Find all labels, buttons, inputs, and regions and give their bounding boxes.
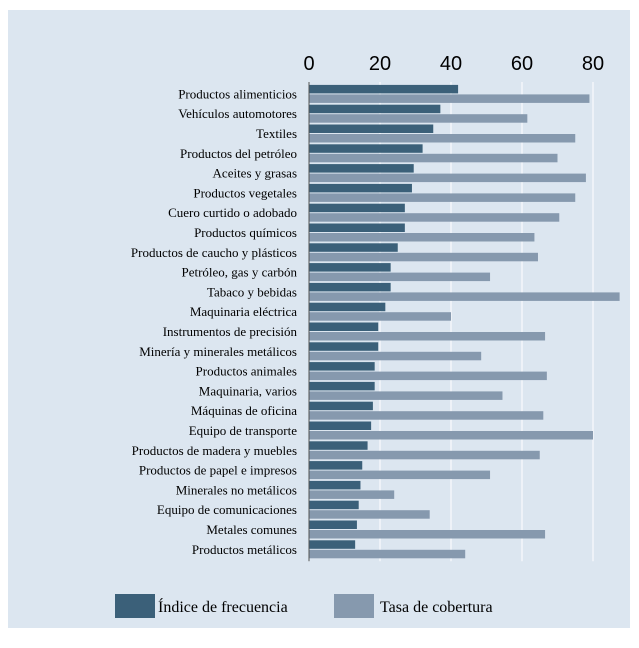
- bar-tasa-cobertura: [309, 450, 540, 460]
- bar-indice-frecuencia: [309, 144, 423, 153]
- bar-tasa-cobertura: [309, 173, 586, 183]
- category-label: Textiles: [256, 126, 297, 141]
- category-label: Minerales no metálicos: [176, 482, 297, 497]
- bar-tasa-cobertura: [309, 371, 547, 381]
- bar-indice-frecuencia: [309, 84, 459, 94]
- bar-tasa-cobertura: [309, 134, 576, 143]
- legend-label-indice-frecuencia: Índice de frecuencia: [158, 597, 288, 616]
- bar-indice-frecuencia: [309, 243, 398, 252]
- category-label: Maquinaria eléctrica: [190, 304, 297, 319]
- bar-tasa-cobertura: [309, 470, 491, 480]
- bar-indice-frecuencia: [309, 401, 373, 411]
- bar-indice-frecuencia: [309, 302, 386, 312]
- bar-indice-frecuencia: [309, 362, 375, 371]
- bar-tasa-cobertura: [309, 530, 546, 539]
- bar-indice-frecuencia: [309, 520, 357, 529]
- category-label: Minería y minerales metálicos: [139, 344, 297, 359]
- bar-indice-frecuencia: [309, 183, 412, 193]
- bar-tasa-cobertura: [309, 431, 593, 440]
- category-label: Instrumentos de precisión: [163, 324, 298, 339]
- x-tick-label-2: 40: [440, 53, 462, 75]
- bar-indice-frecuencia: [309, 381, 375, 391]
- category-label: Productos de papel e impresos: [139, 463, 297, 478]
- category-label: Aceites y grasas: [213, 166, 297, 181]
- bar-tasa-cobertura: [309, 490, 395, 499]
- x-tick-label-0: 0: [303, 53, 314, 75]
- bar-indice-frecuencia: [309, 421, 372, 430]
- category-label: Equipo de comunicaciones: [157, 502, 297, 517]
- category-label: Vehículos automotores: [178, 106, 297, 121]
- bar-indice-frecuencia: [309, 223, 405, 232]
- category-label: Metales comunes: [206, 522, 297, 537]
- bar-indice-frecuencia: [309, 282, 391, 292]
- bar-tasa-cobertura: [309, 193, 576, 202]
- bar-tasa-cobertura: [309, 153, 558, 163]
- bar-indice-frecuencia: [309, 263, 391, 272]
- bar-indice-frecuencia: [309, 461, 363, 470]
- bar-tasa-cobertura: [309, 549, 466, 559]
- category-label: Productos de caucho y plásticos: [131, 245, 297, 260]
- bar-tasa-cobertura: [309, 312, 451, 321]
- bar-indice-frecuencia: [309, 540, 356, 549]
- category-label: Productos alimenticios: [178, 86, 297, 101]
- bar-tasa-cobertura: [309, 272, 491, 282]
- bar-tasa-cobertura: [309, 292, 620, 301]
- bar-tasa-cobertura: [309, 351, 482, 361]
- category-label: Máquinas de oficina: [191, 403, 297, 418]
- category-label: Productos vegetales: [193, 185, 297, 200]
- category-label: Productos químicos: [194, 225, 297, 240]
- category-label: Cuero curtido o adobado: [168, 205, 297, 220]
- bar-indice-frecuencia: [309, 104, 441, 114]
- category-label: Maquinaria, varios: [199, 383, 297, 398]
- category-label: Productos de madera y muebles: [132, 443, 297, 458]
- x-tick-label-1: 20: [369, 53, 391, 75]
- bar-tasa-cobertura: [309, 213, 560, 222]
- bar-tasa-cobertura: [309, 332, 546, 341]
- legend-swatch-tasa-cobertura: [334, 594, 374, 618]
- bar-indice-frecuencia: [309, 203, 405, 213]
- x-tick-label-3: 60: [511, 53, 533, 75]
- bar-tasa-cobertura: [309, 233, 535, 242]
- category-label: Productos del petróleo: [180, 146, 297, 161]
- bar-tasa-cobertura: [309, 94, 590, 103]
- x-tick-label-4: 80: [582, 53, 604, 75]
- bar-tasa-cobertura: [309, 411, 544, 420]
- bar-tasa-cobertura: [309, 510, 430, 519]
- category-label: Petróleo, gas y carbón: [181, 265, 297, 280]
- bar-indice-frecuencia: [309, 124, 434, 133]
- bar-indice-frecuencia: [309, 480, 361, 490]
- category-label: Productos metálicos: [192, 542, 297, 557]
- bar-tasa-cobertura: [309, 252, 538, 262]
- bar-indice-frecuencia: [309, 441, 368, 450]
- bar-indice-frecuencia: [309, 322, 379, 331]
- category-label: Equipo de transporte: [189, 423, 298, 438]
- bar-tasa-cobertura: [309, 114, 528, 123]
- bar-tasa-cobertura: [309, 391, 503, 400]
- legend-label-tasa-cobertura: Tasa de cobertura: [380, 599, 493, 616]
- category-label: Tabaco y bebidas: [207, 284, 297, 299]
- bar-indice-frecuencia: [309, 164, 414, 173]
- bar-indice-frecuencia: [309, 342, 379, 351]
- category-label: Productos animales: [196, 364, 297, 379]
- bar-indice-frecuencia: [309, 500, 359, 510]
- legend-swatch-indice-frecuencia: [115, 594, 155, 618]
